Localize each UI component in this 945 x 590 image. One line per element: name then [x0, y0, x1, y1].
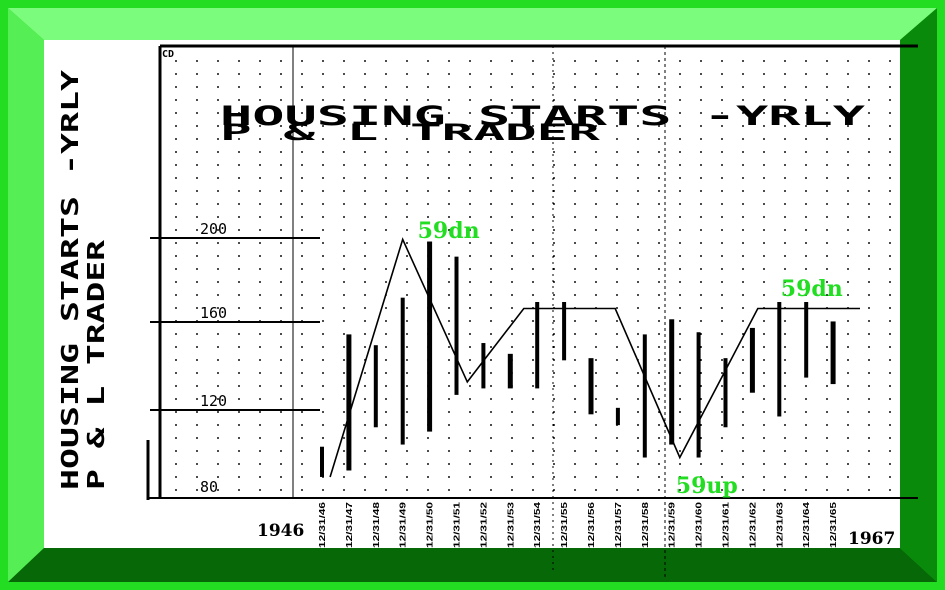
- chart-title-line-2: P & L TRADER: [220, 121, 602, 146]
- chart-title-line-1: HOUSING STARTS -YRLY: [220, 101, 866, 132]
- range-bar: [562, 302, 567, 361]
- range-bar: [346, 334, 352, 471]
- price-bars: [320, 241, 836, 477]
- date-label: 12/31/55: [560, 501, 569, 548]
- date-label: 12/31/49: [399, 501, 408, 548]
- annotation-label: 59dn: [418, 218, 480, 244]
- date-label: 12/31/57: [614, 501, 623, 548]
- date-label: 12/31/63: [775, 501, 784, 548]
- frame-bevel-left: [8, 8, 44, 582]
- range-bar: [804, 302, 809, 378]
- date-label: 12/31/64: [802, 501, 811, 548]
- range-bar: [830, 321, 836, 385]
- date-label: 12/31/61: [722, 501, 731, 548]
- date-label: 12/31/51: [453, 501, 462, 548]
- annotation-label: 59dn: [781, 276, 843, 302]
- corner-label: CD: [162, 49, 174, 60]
- side-title-line-2: P & L TRADER: [84, 240, 110, 490]
- frame-bevel-bottom: [8, 548, 937, 582]
- date-label: 12/31/59: [668, 501, 677, 548]
- range-bar: [723, 358, 728, 428]
- date-label: 12/31/47: [345, 501, 354, 548]
- paper-area: [44, 40, 900, 548]
- date-label: 12/31/62: [748, 501, 757, 548]
- y-tick-label: 200: [200, 220, 227, 238]
- range-bar: [454, 256, 459, 395]
- range-bar: [777, 302, 782, 417]
- date-labels: 12/31/46 12/31/47 12/31/48 12/31/49 12/31/50…: [318, 501, 838, 548]
- annotation-label: 59up: [676, 473, 738, 499]
- range-bar: [535, 302, 540, 389]
- range-bar: [481, 343, 486, 389]
- range-bar: [427, 241, 433, 432]
- date-label: 12/31/46: [318, 501, 327, 548]
- date-label: 12/31/48: [372, 501, 381, 548]
- date-label: 12/31/50: [426, 501, 435, 548]
- y-tick-label: 160: [200, 304, 227, 322]
- side-title: HOUSING STARTS -YRLY P & L TRADER: [58, 70, 110, 490]
- end-year-label: 1967: [848, 529, 895, 549]
- range-bar: [373, 345, 378, 428]
- date-label: 12/31/56: [587, 501, 596, 548]
- date-label: 12/31/58: [641, 501, 650, 548]
- date-label: 12/31/65: [829, 501, 838, 548]
- range-bar: [642, 334, 647, 458]
- side-title-line-1: HOUSING STARTS -YRLY: [58, 70, 84, 490]
- range-bar: [615, 407, 620, 426]
- date-label: 12/31/60: [695, 501, 704, 548]
- range-bar: [507, 353, 513, 389]
- range-bar: [588, 358, 594, 415]
- range-bar: [400, 297, 405, 445]
- start-year-label: 1946: [257, 521, 304, 541]
- swing-line: [329, 237, 860, 478]
- frame-bevel-right: [900, 8, 937, 582]
- frame-bevel-top: [8, 8, 937, 40]
- range-bar: [320, 446, 324, 477]
- swing-line-path: [329, 237, 860, 478]
- range-bar: [669, 319, 675, 445]
- date-label: 12/31/53: [506, 501, 515, 548]
- annotations: 59dn 59dn 59up: [418, 218, 843, 499]
- date-label: 12/31/54: [533, 501, 542, 548]
- y-tick-label: 80: [200, 478, 218, 496]
- y-tick-label: 120: [200, 392, 227, 410]
- range-bar: [749, 327, 755, 393]
- date-label: 12/31/52: [479, 501, 488, 548]
- range-bar: [696, 332, 701, 458]
